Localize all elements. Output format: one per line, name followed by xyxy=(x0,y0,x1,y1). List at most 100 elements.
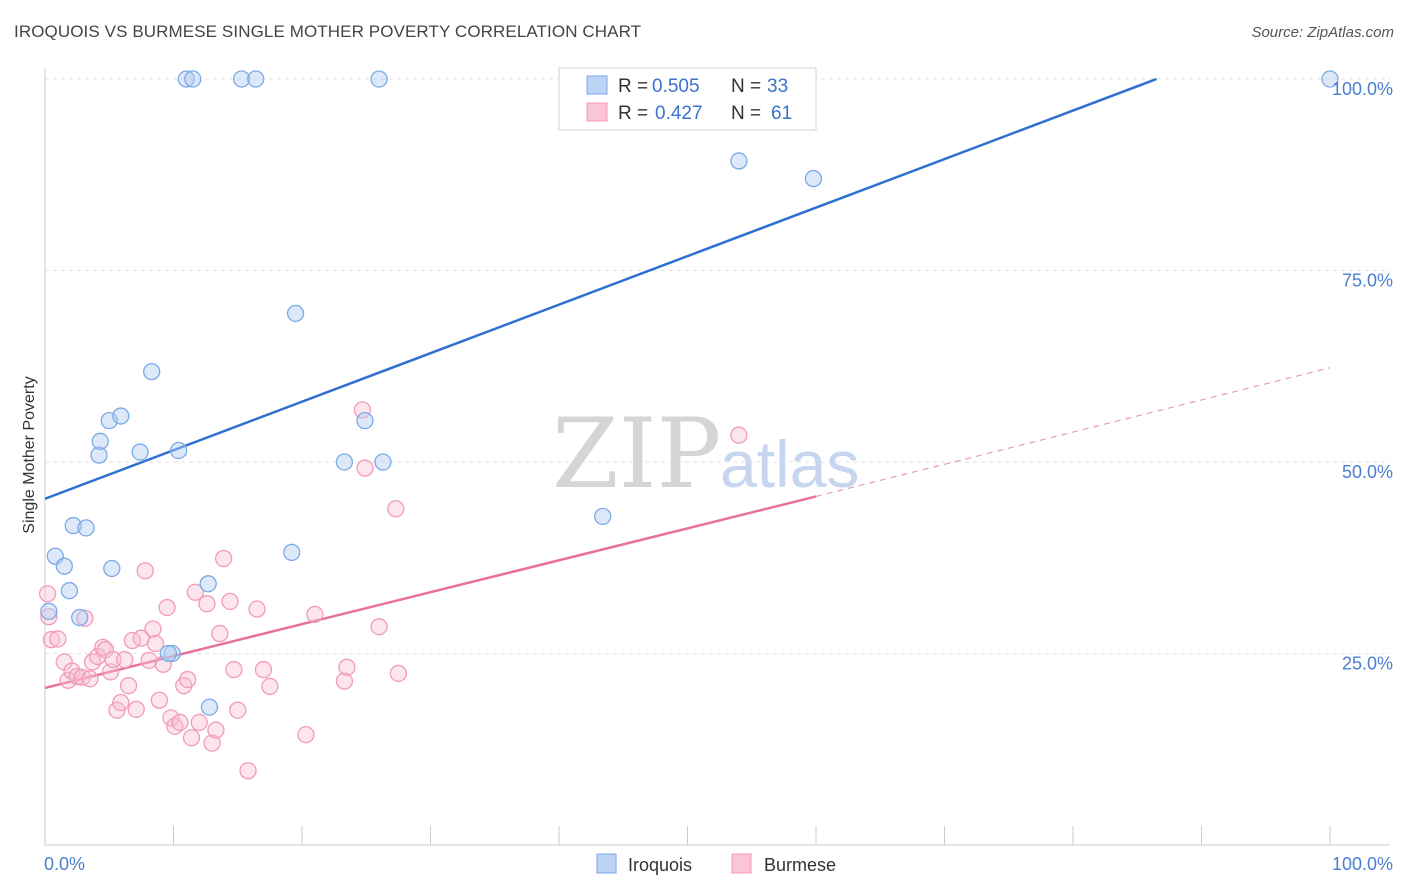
point-iroquois xyxy=(374,453,392,471)
point-burmese xyxy=(730,426,748,444)
point-iroquois xyxy=(40,602,58,621)
y-tick-label: 100.0% xyxy=(1332,79,1393,99)
point-burmese xyxy=(162,709,180,727)
x-tick-label: 0.0% xyxy=(44,854,85,874)
point-burmese xyxy=(207,721,225,739)
point-burmese xyxy=(38,585,57,603)
point-burmese xyxy=(190,713,208,732)
point-burmese xyxy=(203,734,221,752)
point-iroquois xyxy=(143,362,161,381)
point-burmese xyxy=(225,660,243,679)
legend-n-value: 33 xyxy=(767,76,788,97)
watermark-zip: ZIP xyxy=(552,398,721,510)
point-burmese xyxy=(178,670,197,689)
point-iroquois xyxy=(200,698,219,716)
point-burmese xyxy=(150,691,169,709)
source-credit: Source: ZipAtlas.com xyxy=(1251,24,1394,41)
point-iroquois xyxy=(55,557,73,575)
point-iroquois xyxy=(163,644,181,663)
bottom-legend-burmese: Burmese xyxy=(764,855,836,875)
series-legend: Iroquois Burmese xyxy=(596,853,836,875)
legend-r-value: 0.427 xyxy=(655,103,703,124)
trend-lines xyxy=(44,77,1331,690)
point-iroquois xyxy=(60,582,79,600)
bottom-legend-iroquois: Iroquois xyxy=(628,855,692,875)
point-iroquois xyxy=(283,543,301,562)
point-burmese xyxy=(370,618,388,636)
point-burmese xyxy=(254,660,273,679)
legend-n-label: N = xyxy=(731,76,761,97)
point-iroquois xyxy=(730,152,748,170)
legend-swatch-burmese xyxy=(586,102,608,122)
trend-line-iroquois xyxy=(44,77,1157,500)
point-burmese xyxy=(297,726,315,744)
point-iroquois xyxy=(335,453,354,471)
point-iroquois xyxy=(169,441,188,460)
point-burmese xyxy=(198,595,216,613)
y-axis-label: Single Mother Poverty xyxy=(21,376,38,533)
legend-r-label: R = xyxy=(618,76,648,97)
point-iroquois xyxy=(199,575,217,593)
y-tick-label: 50.0% xyxy=(1342,462,1393,482)
point-burmese xyxy=(186,583,204,601)
y-tick-label: 75.0% xyxy=(1342,271,1393,291)
chart-title: IROQUOIS VS BURMESE SINGLE MOTHER POVERT… xyxy=(14,22,642,41)
point-iroquois xyxy=(232,70,251,88)
point-burmese xyxy=(229,701,247,719)
trend-line-burmese-extension xyxy=(815,367,1331,498)
y-tick-label: 25.0% xyxy=(1342,654,1393,674)
point-iroquois xyxy=(184,70,202,88)
point-burmese xyxy=(119,677,138,695)
bottom-legend-swatch-burmese xyxy=(731,853,752,874)
point-burmese xyxy=(306,605,324,624)
legend-swatch-iroquois xyxy=(586,75,608,95)
trend-line-burmese xyxy=(44,495,817,690)
point-burmese xyxy=(76,609,94,627)
point-burmese xyxy=(140,651,158,670)
point-iroquois xyxy=(1321,70,1339,88)
point-iroquois xyxy=(131,443,149,461)
legend-n-value: 61 xyxy=(771,103,792,124)
x-tick-label: 100.0% xyxy=(1332,854,1393,874)
point-burmese xyxy=(127,700,145,719)
point-iroquois xyxy=(804,169,823,188)
point-burmese xyxy=(81,670,99,688)
point-burmese xyxy=(221,592,239,611)
point-iroquois xyxy=(286,304,305,323)
point-iroquois xyxy=(77,519,95,537)
watermark: ZIP atlas xyxy=(552,398,859,510)
point-burmese xyxy=(356,459,374,477)
watermark-atlas: atlas xyxy=(720,427,859,501)
point-burmese xyxy=(49,630,67,648)
point-burmese xyxy=(353,401,372,419)
point-burmese xyxy=(42,631,61,649)
point-burmese xyxy=(68,667,86,686)
point-iroquois xyxy=(91,432,109,450)
y-tick-labels: 25.0% 50.0% 75.0% 100.0% xyxy=(1332,79,1393,674)
point-burmese xyxy=(239,762,257,780)
point-burmese xyxy=(40,608,58,626)
point-iroquois xyxy=(159,644,178,663)
point-burmese xyxy=(261,677,279,696)
point-iroquois xyxy=(177,70,196,88)
stats-legend: R = 0.505 N = 33 R = 0.427 N = 61 xyxy=(558,67,817,131)
legend-n-label: N = xyxy=(731,103,761,124)
point-burmese xyxy=(214,549,233,568)
point-burmese xyxy=(338,658,356,676)
point-burmese xyxy=(144,620,162,638)
bottom-legend-swatch-iroquois xyxy=(596,853,617,874)
x-tick-labels: 0.0% 100.0% xyxy=(44,854,1393,874)
point-burmese xyxy=(112,693,130,712)
point-iroquois xyxy=(356,411,374,430)
point-iroquois xyxy=(71,608,89,627)
point-iroquois xyxy=(594,507,612,526)
point-iroquois xyxy=(370,70,388,88)
point-burmese xyxy=(158,598,176,617)
point-burmese xyxy=(116,650,134,669)
data-points xyxy=(38,70,1339,780)
point-burmese xyxy=(387,500,405,518)
point-iroquois xyxy=(112,407,130,425)
point-burmese xyxy=(389,664,408,683)
point-burmese xyxy=(171,713,189,732)
